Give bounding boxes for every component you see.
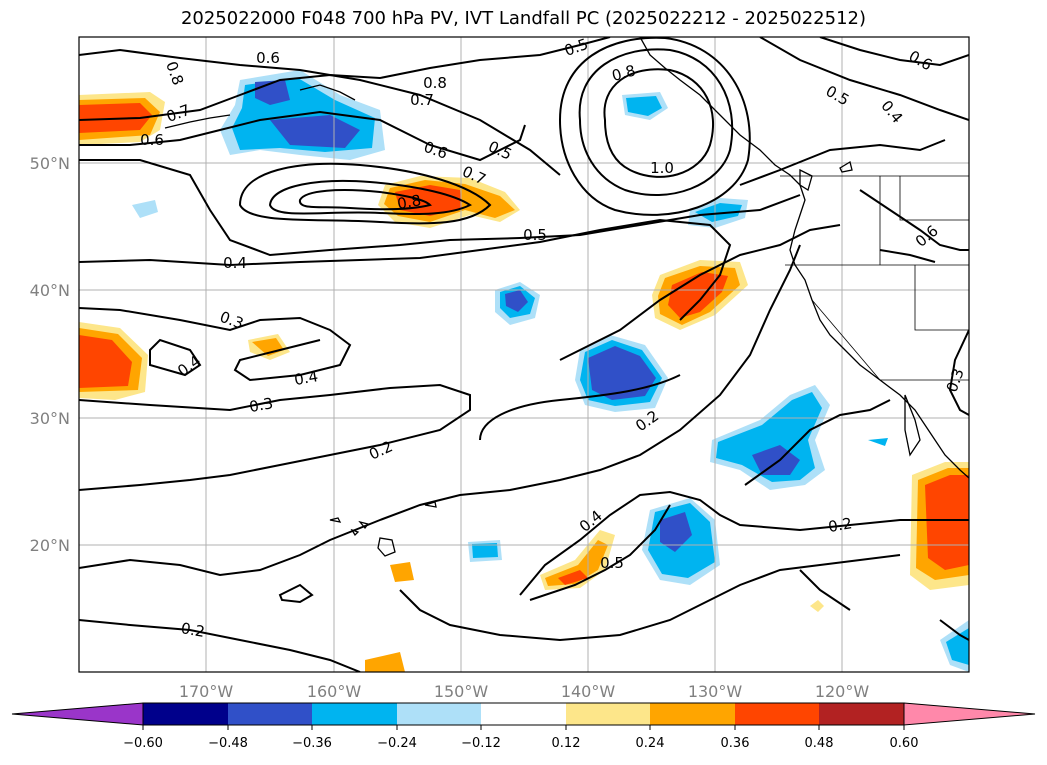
colorbar-segment bbox=[143, 703, 228, 725]
contour-label: 0.2 bbox=[180, 619, 207, 641]
colorbar-segment bbox=[650, 703, 735, 725]
lat-axis: 50°N 40°N 30°N 20°N bbox=[30, 154, 70, 555]
contour-label: 0.7 bbox=[410, 91, 434, 109]
contour-label: 0.8 bbox=[396, 191, 423, 213]
lon-tick-label: 160°W bbox=[307, 682, 362, 701]
colorbar-tick-label: 0.24 bbox=[636, 736, 665, 751]
contour-label: 1.0 bbox=[650, 159, 674, 177]
coastlines bbox=[164, 37, 969, 557]
colorbar-tick-label: 0.12 bbox=[552, 736, 581, 751]
colorbar: −0.60 −0.48 −0.36 −0.24 −0.12 0.12 0.24 … bbox=[11, 702, 1036, 751]
contour-label: 0.2 bbox=[827, 514, 854, 536]
pv-contours bbox=[79, 37, 969, 672]
contour-label: 0.5 bbox=[523, 226, 547, 244]
warm-region bbox=[558, 570, 588, 585]
contour-label: 0.8 bbox=[423, 74, 447, 92]
colorbar-tick-label: −0.60 bbox=[123, 736, 163, 751]
colorbar-tick-label: −0.48 bbox=[208, 736, 248, 751]
colorbar-tick-label: −0.24 bbox=[377, 736, 417, 751]
colorbar-segment bbox=[735, 703, 819, 725]
contour-label: 0.6 bbox=[140, 131, 164, 149]
lon-axis: 170°W 160°W 150°W 140°W 130°W 120°W bbox=[179, 682, 870, 701]
colorbar-extend-low bbox=[11, 702, 144, 726]
colorbar-segment bbox=[228, 703, 312, 725]
cold-region bbox=[472, 543, 498, 558]
colorbar-extend-high bbox=[903, 702, 1036, 726]
cold-region bbox=[132, 200, 158, 218]
warm-region bbox=[365, 652, 405, 672]
warm-region bbox=[925, 475, 969, 570]
warm-region bbox=[810, 600, 824, 612]
map-frame bbox=[78, 36, 970, 673]
lat-tick-label: 50°N bbox=[30, 154, 70, 173]
contour-label: 0.6 bbox=[256, 49, 280, 67]
lat-tick-label: 40°N bbox=[30, 281, 70, 300]
cold-region bbox=[505, 290, 528, 312]
contour-label: 0.4 bbox=[293, 367, 320, 389]
graticule bbox=[79, 37, 969, 672]
lon-tick-label: 120°W bbox=[815, 682, 870, 701]
colorbar-tick-label: −0.12 bbox=[461, 736, 501, 751]
cold-region bbox=[660, 512, 692, 552]
colorbar-segment bbox=[566, 703, 650, 725]
warm-region bbox=[79, 335, 132, 388]
contour-label: 0.8 bbox=[610, 61, 638, 85]
lon-tick-label: 150°W bbox=[434, 682, 489, 701]
cold-region bbox=[626, 96, 662, 116]
warm-region bbox=[545, 540, 608, 586]
colorbar-segment bbox=[481, 703, 566, 725]
map-area: 0.6 0.8 0.7 0.6 0.8 0.7 0.5 0.8 1.0 0.6 … bbox=[79, 35, 969, 672]
contour-label: 0.5 bbox=[562, 35, 591, 60]
colorbar-tick-label: 0.36 bbox=[721, 736, 750, 751]
colorbar-segment bbox=[819, 703, 904, 725]
lon-tick-label: 170°W bbox=[179, 682, 234, 701]
contour-label: 0.3 bbox=[248, 394, 275, 416]
warm-region bbox=[390, 562, 414, 582]
cold-region bbox=[868, 438, 888, 446]
colorbar-segment bbox=[312, 703, 397, 725]
colorbar-tick-label: 0.60 bbox=[890, 736, 919, 751]
colorbar-tick-label: −0.36 bbox=[292, 736, 332, 751]
lat-tick-label: 30°N bbox=[30, 409, 70, 428]
lon-tick-label: 130°W bbox=[688, 682, 743, 701]
lat-tick-label: 20°N bbox=[30, 536, 70, 555]
colorbar-tick-label: 0.48 bbox=[805, 736, 834, 751]
colorbar-segment bbox=[397, 703, 481, 725]
lon-tick-label: 140°W bbox=[561, 682, 616, 701]
map-title: 2025022000 F048 700 hPa PV, IVT Landfall… bbox=[180, 8, 867, 29]
contour-label: 0.4 bbox=[223, 254, 247, 272]
contour-label: 0.5 bbox=[600, 554, 624, 572]
cold-region bbox=[588, 346, 656, 400]
